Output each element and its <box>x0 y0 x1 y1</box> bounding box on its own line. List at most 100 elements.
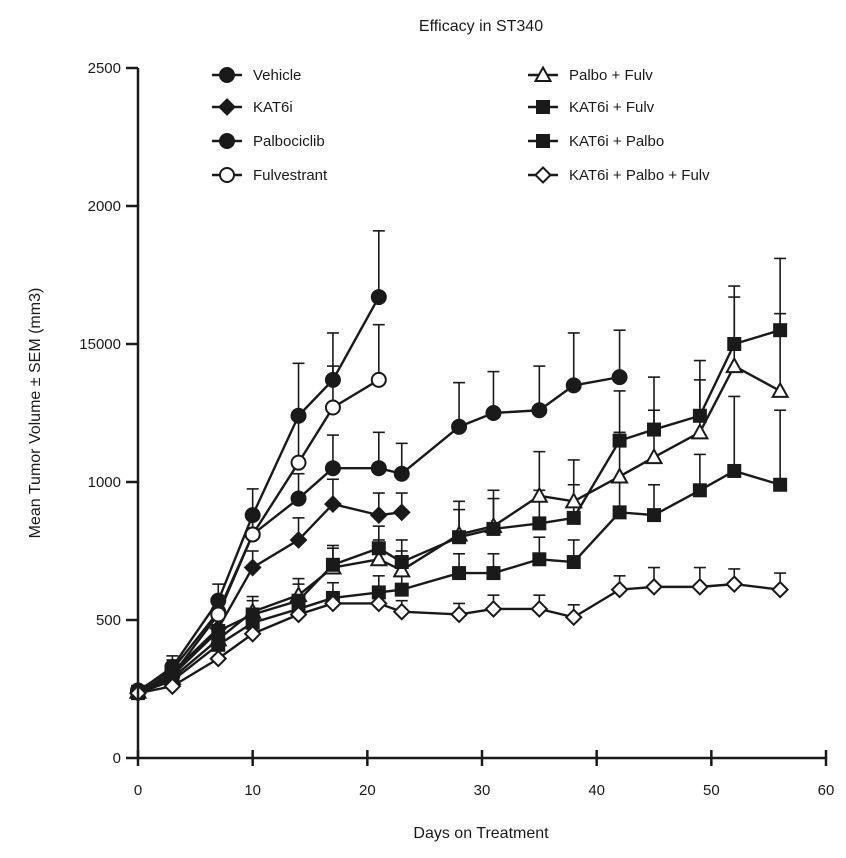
legend-item-kat6i-palbo: KAT6i + Palbo <box>528 133 664 150</box>
x-tick-label: 40 <box>588 782 605 799</box>
legend-label-kat6i-palbo-fulv: KAT6i + Palbo + Fulv <box>569 167 710 184</box>
legend-label-fulvestrant: Fulvestrant <box>253 167 328 184</box>
data-point-kat6i-fulv <box>394 555 409 570</box>
data-point-vehicle <box>244 507 261 524</box>
legend-item-kat6i-fulv: KAT6i + Fulv <box>528 99 655 116</box>
y-axis-title: Mean Tumor Volume ± SEM (mm3) <box>27 288 44 539</box>
data-point-kat6i-palbo <box>394 582 409 597</box>
data-point-kat6i <box>369 506 388 525</box>
data-point-kat6i-palbo-fulv <box>369 594 388 613</box>
data-point-palbociclib <box>324 460 341 477</box>
data-point-palbo-fulv <box>369 549 388 567</box>
legend-marker-kat6i <box>218 98 236 116</box>
data-point-kat6i <box>243 558 262 577</box>
legend-label-kat6i-palbo: KAT6i + Palbo <box>569 133 664 150</box>
data-point-kat6i-fulv <box>727 337 742 351</box>
x-tick-label: 10 <box>244 782 261 799</box>
y-tick-label: 0 <box>113 750 121 767</box>
legend-marker-kat6i-palbo-fulv <box>534 166 552 184</box>
data-point-kat6i-fulv <box>325 557 340 572</box>
data-point-kat6i <box>392 503 411 522</box>
data-point-kat6i-fulv <box>647 422 661 437</box>
data-point-kat6i-palbo-fulv <box>450 605 468 624</box>
x-tick-label: 60 <box>818 782 835 799</box>
legend-item-palbo-fulv: Palbo + Fulv <box>528 65 653 84</box>
legend-label-palbo-fulv: Palbo + Fulv <box>569 67 653 84</box>
data-point-kat6i-palbo <box>612 505 627 520</box>
data-point-kat6i-fulv <box>532 516 547 531</box>
data-point-kat6i-palbo-fulv <box>289 605 308 624</box>
data-point-palbociclib <box>393 465 410 482</box>
data-point-palbo-fulv <box>644 447 664 465</box>
data-point-kat6i-palbo <box>727 463 742 478</box>
data-point-kat6i-palbo <box>566 555 581 570</box>
y-tick-label: 15000 <box>79 336 121 353</box>
data-point-kat6i-fulv <box>452 530 467 545</box>
data-point-kat6i-fulv <box>692 408 707 423</box>
data-point-kat6i-palbo-fulv <box>690 577 709 596</box>
legend-item-kat6i: KAT6i <box>212 98 293 116</box>
data-point-kat6i-palbo-fulv <box>243 624 262 643</box>
data-point-palbo-fulv <box>690 422 710 440</box>
data-point-kat6i-palbo <box>692 483 707 498</box>
data-point-vehicle <box>290 407 307 424</box>
legend: Vehicle KAT6i Palbociclib Fulvestrant Palbo … <box>212 65 710 184</box>
data-point-kat6i-fulv <box>486 521 501 536</box>
data-markers-layer <box>128 289 790 703</box>
data-point-kat6i-palbo-fulv <box>163 677 182 696</box>
data-point-kat6i-palbo-fulv <box>610 580 629 599</box>
x-tick-label: 20 <box>359 782 376 799</box>
legend-item-vehicle: Vehicle <box>212 67 301 84</box>
data-point-kat6i-palbo <box>486 566 501 581</box>
data-point-kat6i-palbo <box>211 637 226 652</box>
data-point-palbociclib <box>290 490 307 507</box>
data-point-kat6i-fulv <box>211 624 226 639</box>
x-axis-title: Days on Treatment <box>413 825 549 842</box>
data-point-palbo-fulv <box>564 491 583 509</box>
ticks-layer: 0 10 20 30 40 50 60 0 500 1000 15000 2000 2500 <box>79 60 834 799</box>
data-point-kat6i-palbo <box>452 566 467 581</box>
legend-marker-palbociclib <box>219 133 235 149</box>
data-point-fulvestrant <box>324 399 341 416</box>
data-point-kat6i <box>289 531 308 549</box>
data-point-palbo-fulv <box>770 381 790 398</box>
legend-marker-kat6i-palbo <box>536 134 550 148</box>
data-point-kat6i-fulv <box>371 541 386 556</box>
legend-item-fulvestrant: Fulvestrant <box>212 167 328 184</box>
data-point-kat6i-fulv <box>612 433 627 448</box>
data-point-kat6i-palbo-fulv <box>725 575 744 594</box>
data-point-kat6i-palbo-fulv <box>324 594 342 613</box>
legend-label-kat6i: KAT6i <box>253 99 293 116</box>
data-point-fulvestrant <box>370 371 387 388</box>
legend-marker-vehicle <box>219 67 235 83</box>
legend-item-palbociclib: Palbociclib <box>212 133 325 150</box>
legend-marker-kat6i-fulv <box>536 100 550 114</box>
data-point-kat6i-palbo-fulv <box>645 577 663 596</box>
data-point-kat6i-palbo-fulv <box>564 608 583 627</box>
data-point-kat6i-palbo <box>532 552 547 567</box>
data-point-kat6i-palbo-fulv <box>530 600 549 618</box>
x-tick-label: 30 <box>474 782 491 799</box>
data-point-kat6i-palbo-fulv <box>484 600 503 618</box>
data-point-kat6i-fulv <box>773 323 788 338</box>
legend-label-kat6i-fulv: KAT6i + Fulv <box>569 99 655 116</box>
legend-marker-fulvestrant <box>219 167 235 183</box>
legend-item-kat6i-palbo-fulv: KAT6i + Palbo + Fulv <box>528 166 710 184</box>
data-point-palbo-fulv <box>610 466 629 484</box>
data-point-palbo-fulv <box>725 356 744 374</box>
data-point-palbociclib <box>370 460 387 477</box>
data-point-fulvestrant <box>244 526 261 543</box>
data-point-palbo-fulv <box>392 560 411 578</box>
chart-title: Efficacy in ST340 <box>419 18 543 35</box>
data-point-kat6i-fulv <box>566 510 581 525</box>
data-point-vehicle <box>324 371 341 388</box>
x-tick-label: 50 <box>703 782 720 799</box>
data-point-vehicle <box>370 289 387 306</box>
data-point-palbociclib <box>485 405 502 421</box>
data-point-kat6i-palbo <box>773 477 788 492</box>
data-point-kat6i-palbo-fulv <box>771 580 790 599</box>
data-point-kat6i-palbo-fulv <box>209 649 228 668</box>
data-point-palbociclib <box>565 377 582 394</box>
